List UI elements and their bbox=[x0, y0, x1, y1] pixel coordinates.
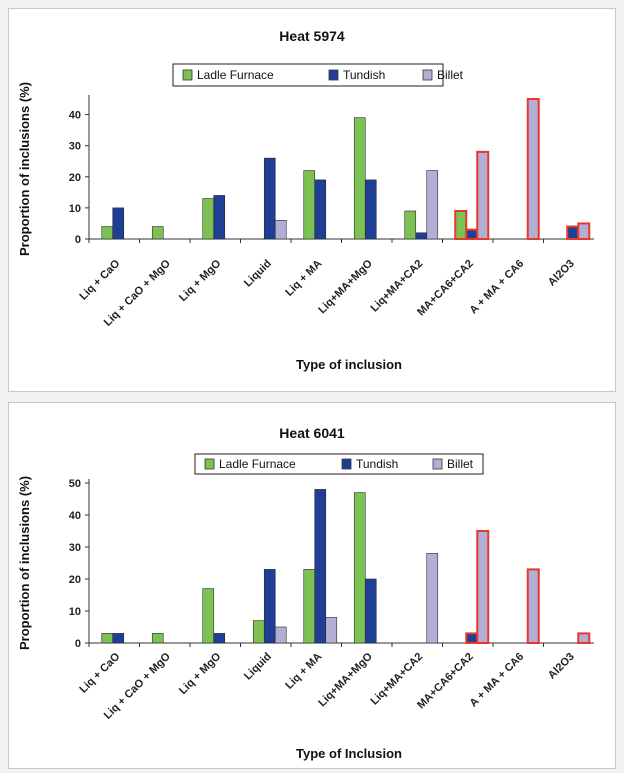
bar-ladle-furnace bbox=[151, 633, 164, 644]
bar-ladle-furnace bbox=[454, 210, 468, 240]
legend-label-2: Billet bbox=[447, 457, 474, 471]
bar-ladle-furnace bbox=[404, 210, 417, 240]
x-tick-label: Liquid bbox=[242, 651, 274, 683]
bar-tundish bbox=[415, 232, 428, 240]
bar-billet bbox=[526, 98, 540, 240]
y-tick-label: 20 bbox=[69, 574, 81, 586]
chart-title: Heat 6041 bbox=[279, 425, 345, 441]
legend-label-0: Ladle Furnace bbox=[219, 457, 296, 471]
y-tick-label: 40 bbox=[69, 110, 81, 122]
bar-tundish bbox=[364, 179, 377, 240]
chart-heat-6041: Heat 6041 Ladle Furnace Tundish Billet Propo… bbox=[17, 425, 594, 761]
bar-billet bbox=[274, 626, 287, 644]
legend-swatch-1 bbox=[341, 458, 352, 470]
x-tick-label: A + MA + CA6 bbox=[467, 258, 526, 317]
x-tick-label: Liq+MA+CA2 bbox=[368, 651, 425, 708]
bar-ladle-furnace bbox=[353, 117, 366, 240]
legend-swatch-0 bbox=[204, 458, 215, 470]
legend-swatch-0 bbox=[182, 69, 193, 81]
legend-label-1: Tundish bbox=[343, 68, 385, 82]
x-axis-title: Type of Inclusion bbox=[296, 746, 402, 761]
bar-ladle-furnace bbox=[101, 633, 114, 644]
y-axis-title: Proportion of inclusions (%) bbox=[17, 82, 32, 256]
x-tick-label: Liq+MA+CA2 bbox=[368, 258, 425, 315]
y-tick-label: 30 bbox=[69, 141, 81, 153]
x-tick-label: Liq + CaO bbox=[77, 257, 122, 302]
x-tick-label: Liq+MA+MgO bbox=[316, 257, 375, 316]
bar-ladle-furnace bbox=[303, 170, 316, 240]
y-tick-label: 30 bbox=[69, 542, 81, 554]
x-tick-label: A + MA + CA6 bbox=[467, 651, 526, 710]
chart-heat-5974: Heat 5974 Ladle Furnace Tundish Billet Propo… bbox=[17, 28, 594, 372]
legend-box bbox=[194, 453, 484, 475]
bar-tundish bbox=[112, 633, 125, 644]
chart-title: Heat 5974 bbox=[279, 28, 345, 44]
y-tick-label: 50 bbox=[69, 478, 81, 490]
legend-label-1: Tundish bbox=[356, 457, 398, 471]
bar-billet bbox=[274, 220, 287, 240]
y-tick-label: 0 bbox=[75, 638, 81, 650]
chart-panel-heat-5974: Heat 5974 Ladle Furnace Tundish Billet Propo… bbox=[8, 8, 616, 392]
x-tick-label: Liquid bbox=[242, 258, 274, 290]
x-tick-label: Liq + CaO bbox=[77, 650, 122, 695]
x-tick-label: Liq + MA bbox=[283, 258, 324, 299]
y-tick-label: 0 bbox=[75, 234, 81, 246]
legend-label-0: Ladle Furnace bbox=[197, 68, 274, 82]
bar-billet bbox=[526, 568, 540, 644]
bar-ladle-furnace bbox=[101, 226, 114, 240]
chart-panel-heat-6041: Heat 6041 Ladle Furnace Tundish Billet Propo… bbox=[8, 402, 616, 769]
bar-ladle-furnace bbox=[202, 588, 215, 644]
x-tick-label: Al2O3 bbox=[546, 651, 577, 682]
x-axis-title: Type of inclusion bbox=[296, 357, 402, 372]
y-axis-title: Proportion of inclusions (%) bbox=[17, 476, 32, 650]
bar-tundish bbox=[314, 489, 327, 644]
bar-tundish bbox=[566, 225, 580, 241]
bar-tundish bbox=[263, 569, 276, 644]
legend-swatch-2 bbox=[422, 69, 433, 81]
y-tick-label: 20 bbox=[69, 172, 81, 184]
bar-tundish bbox=[364, 578, 377, 644]
bar-billet bbox=[476, 150, 490, 240]
x-tick-label: Liq + MgO bbox=[177, 650, 224, 697]
legend-box bbox=[172, 63, 444, 87]
bar-tundish bbox=[112, 207, 125, 240]
bar-tundish bbox=[213, 195, 226, 240]
bar-ladle-furnace bbox=[151, 226, 164, 240]
x-tick-label: Liq + MgO bbox=[177, 257, 224, 304]
bar-tundish bbox=[465, 632, 479, 644]
x-tick-label: Al2O3 bbox=[546, 258, 577, 289]
bar-ladle-furnace bbox=[353, 492, 366, 644]
bar-tundish bbox=[314, 179, 327, 240]
bar-billet bbox=[577, 632, 591, 644]
bar-billet bbox=[577, 222, 591, 240]
legend-swatch-2 bbox=[432, 458, 443, 470]
x-tick-label: Liq + MA bbox=[283, 651, 324, 692]
x-tick-label: Liq+MA+MgO bbox=[316, 650, 375, 709]
bar-billet bbox=[325, 617, 338, 644]
bar-tundish bbox=[213, 633, 226, 644]
bar-ladle-furnace bbox=[202, 198, 215, 240]
bar-billet bbox=[426, 170, 439, 240]
bar-tundish bbox=[263, 157, 276, 240]
bar-billet bbox=[426, 553, 439, 644]
y-tick-label: 10 bbox=[69, 203, 81, 215]
bar-tundish bbox=[465, 228, 479, 241]
y-tick-label: 40 bbox=[69, 510, 81, 522]
bar-ladle-furnace bbox=[303, 569, 316, 644]
legend-swatch-1 bbox=[328, 69, 339, 81]
legend-label-2: Billet bbox=[437, 68, 464, 82]
bar-ladle-furnace bbox=[252, 620, 265, 644]
y-tick-label: 10 bbox=[69, 606, 81, 618]
bar-billet bbox=[476, 530, 490, 644]
